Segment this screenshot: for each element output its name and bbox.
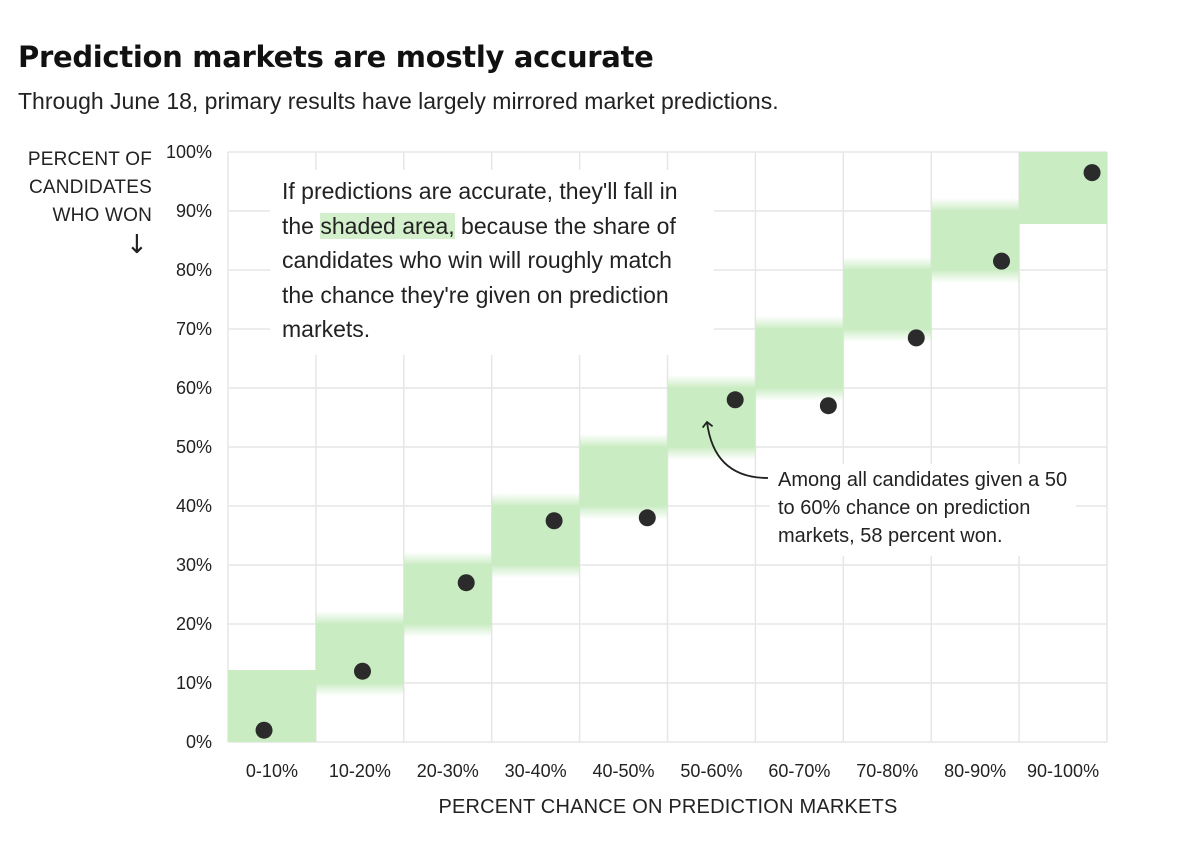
- data-point: [255, 721, 273, 739]
- y-axis-ticks: 0% 10% 20% 30% 40% 50% 60% 70% 80% 90% 100%: [166, 142, 212, 752]
- explainer-text-end: because the share of candidates who win …: [282, 212, 676, 343]
- y-tick-label: 70%: [176, 319, 212, 339]
- explainer-text: If predictions are accurate, they'll fal…: [270, 170, 714, 355]
- y-axis-label-line: CANDIDATES: [28, 177, 152, 198]
- data-point: [819, 397, 837, 415]
- y-tick-label: 30%: [176, 555, 212, 575]
- x-tick-label: 70-80%: [856, 761, 918, 781]
- shaded-area-highlight: shaded area,: [320, 212, 455, 239]
- y-tick-label: 60%: [176, 378, 212, 398]
- shaded-band: [931, 198, 1020, 283]
- data-point: [726, 391, 744, 409]
- y-tick-label: 100%: [166, 142, 212, 162]
- data-point: [353, 662, 371, 680]
- shaded-band: [1019, 152, 1107, 224]
- y-axis-label: PERCENT OF CANDIDATES WHO WON: [0, 146, 152, 230]
- data-point: [907, 329, 925, 347]
- x-axis-label: PERCENT CHANCE ON PREDICTION MARKETS: [438, 796, 898, 818]
- x-tick-label: 40-50%: [593, 761, 655, 781]
- y-tick-label: 0%: [186, 732, 212, 752]
- annotation-arrow: [701, 420, 769, 479]
- data-point: [545, 512, 563, 530]
- y-tick-label: 50%: [176, 437, 212, 457]
- data-points: [255, 164, 1101, 739]
- data-point: [638, 509, 656, 527]
- y-tick-label: 90%: [176, 201, 212, 221]
- x-tick-label: 10-20%: [329, 761, 391, 781]
- data-point: [1083, 164, 1101, 182]
- x-tick-label: 30-40%: [505, 761, 567, 781]
- x-tick-label: 20-30%: [417, 761, 479, 781]
- x-tick-label: 90-100%: [1027, 761, 1099, 781]
- shaded-band: [491, 493, 580, 578]
- shaded-bands: [228, 152, 1107, 742]
- shaded-band: [667, 375, 756, 460]
- data-point: [457, 574, 475, 592]
- shaded-band: [579, 434, 668, 519]
- shaded-band: [843, 257, 932, 342]
- y-axis-label-line: WHO WON: [52, 205, 152, 226]
- chart-subtitle: Through June 18, primary results have la…: [18, 88, 779, 114]
- x-tick-label: 50-60%: [680, 761, 742, 781]
- y-axis-label-line: PERCENT OF: [27, 149, 152, 170]
- x-tick-label: 0-10%: [246, 761, 298, 781]
- x-tick-label: 80-90%: [944, 761, 1006, 781]
- x-tick-label: 60-70%: [768, 761, 830, 781]
- y-tick-label: 80%: [176, 260, 212, 280]
- y-tick-label: 20%: [176, 614, 212, 634]
- y-tick-label: 10%: [176, 673, 212, 693]
- shaded-band: [403, 552, 492, 637]
- y-tick-label: 40%: [176, 496, 212, 516]
- data-point: [993, 252, 1011, 270]
- shaded-band: [755, 316, 844, 401]
- explainer-text-start: If predictions are accurate, they'll fal…: [282, 178, 678, 239]
- chart-title: Prediction markets are mostly accurate: [18, 40, 654, 74]
- annotation-text: Among all candidates given a 50 to 60% c…: [770, 464, 1076, 556]
- x-axis-ticks: 0-10% 10-20% 20-30% 30-40% 40-50% 50-60% 60-70…: [246, 761, 1099, 781]
- shaded-band: [315, 611, 404, 696]
- down-arrow-icon: ↓: [126, 230, 148, 260]
